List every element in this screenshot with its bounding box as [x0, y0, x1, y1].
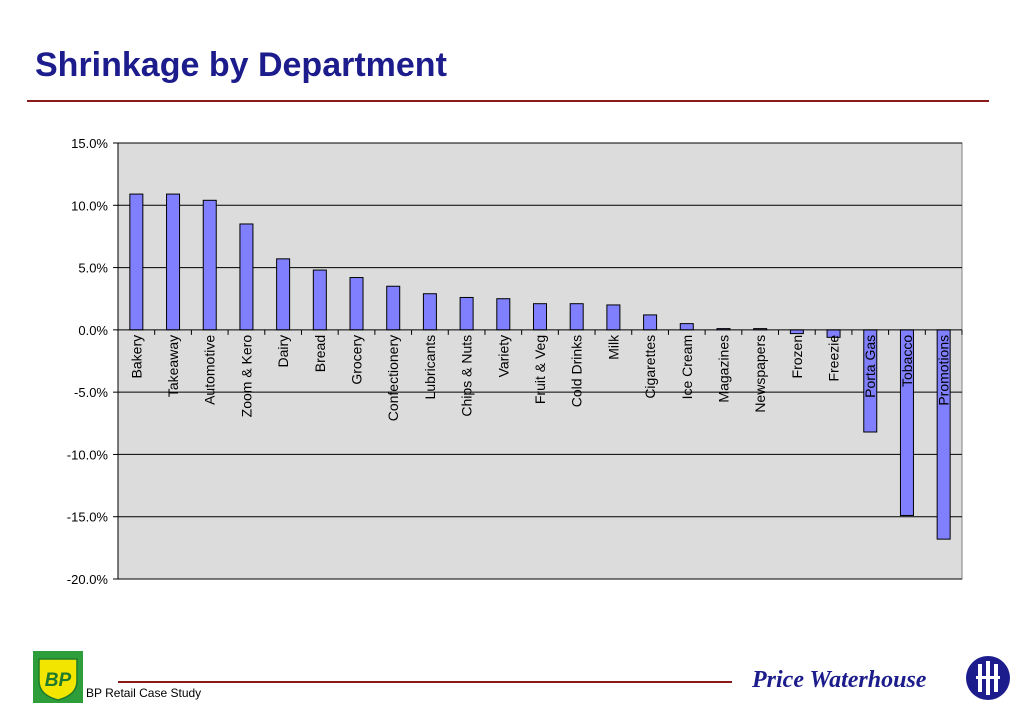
bar [422, 293, 437, 331]
category-labels: Bakery Takeaway Automotive Zoom & Kero Dairy… [128, 334, 951, 421]
title-divider [27, 100, 989, 102]
category-label: Grocery [349, 335, 365, 385]
y-tick-label: 5.0% [78, 261, 108, 276]
y-tick-label: 10.0% [71, 198, 108, 213]
category-label: Chips & Nuts [459, 335, 475, 417]
bar [643, 314, 658, 331]
category-label: Lubricants [422, 335, 438, 400]
category-label: Automotive [202, 335, 218, 405]
bar [239, 223, 254, 331]
category-label: Magazines [715, 335, 731, 403]
category-label: Freezie [826, 335, 842, 382]
bar [166, 193, 181, 331]
bar [349, 277, 364, 331]
category-label: Tobacco [899, 335, 915, 387]
category-label: Cigarettes [642, 335, 658, 399]
category-label: Milk [605, 334, 621, 360]
category-label: Promotions [936, 335, 952, 406]
category-label: Newspapers [752, 335, 768, 413]
bar [679, 323, 694, 331]
bar [202, 199, 217, 331]
bar [129, 193, 144, 331]
category-label: Ice Cream [679, 335, 695, 400]
category-label: Fruit & Veg [532, 335, 548, 404]
category-label: Porta Gas [862, 335, 878, 398]
category-label: Cold Drinks [569, 335, 585, 407]
category-label: Variety [495, 335, 511, 378]
y-tick-label: -20.0% [67, 572, 109, 587]
bar [789, 329, 804, 335]
category-label: Confectionery [385, 335, 401, 421]
bar [533, 303, 547, 331]
bar [386, 285, 401, 331]
bar [312, 269, 327, 331]
category-label: Frozen [789, 335, 805, 379]
bar [276, 258, 291, 331]
gridlines [118, 142, 962, 580]
bar [496, 298, 511, 331]
firm-name: Price Waterhouse [752, 667, 927, 693]
price-waterhouse-logo-icon [966, 656, 1010, 700]
bar [606, 304, 621, 331]
bar [569, 303, 584, 331]
bp-logo-icon: BP [33, 651, 83, 703]
y-axis-ticks: 15.0% 10.0% 5.0% 0.0% -5.0% -10.0% -15.0% -20.0… [67, 136, 118, 587]
category-label: Dairy [275, 335, 291, 368]
y-tick-label: -5.0% [74, 385, 108, 400]
x-axis-ticks [117, 329, 963, 335]
bp-logo-text: BP [45, 670, 72, 691]
footer-case-study: BP Retail Case Study [86, 686, 202, 700]
bar [459, 296, 474, 331]
page-title: Shrinkage by Department [35, 46, 447, 84]
y-tick-label: 15.0% [71, 136, 108, 151]
category-label: Bakery [128, 335, 144, 379]
y-tick-label: 0.0% [78, 323, 108, 338]
y-tick-label: -15.0% [67, 510, 109, 525]
category-label: Zoom & Kero [238, 335, 254, 418]
y-tick-label: -10.0% [67, 447, 109, 462]
bars [129, 193, 951, 540]
plot-area [117, 142, 963, 580]
category-label: Bread [312, 335, 328, 372]
category-label: Takeaway [165, 335, 181, 397]
footer-divider [118, 681, 732, 683]
